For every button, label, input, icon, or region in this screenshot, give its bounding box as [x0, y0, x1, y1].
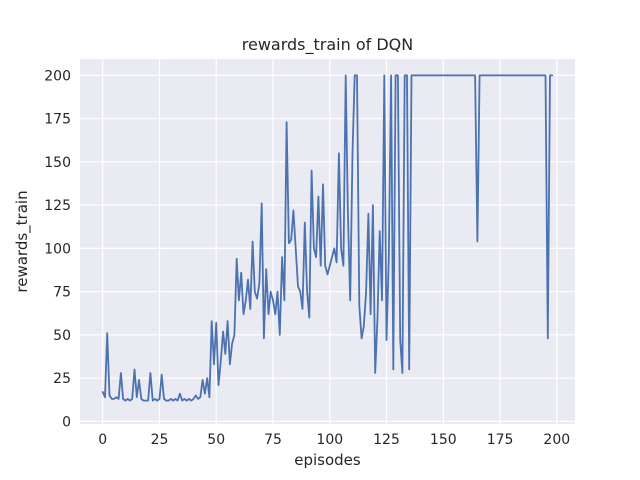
x-axis-label: episodes — [294, 451, 361, 469]
y-tick-label: 175 — [44, 112, 71, 128]
y-tick-label: 0 — [62, 414, 71, 430]
y-tick-label: 25 — [53, 371, 71, 387]
x-tick-label: 150 — [430, 432, 457, 448]
x-tick-label: 25 — [151, 432, 169, 448]
x-tick-label: 175 — [487, 432, 514, 448]
reward-line — [101, 74, 554, 402]
x-tick-label: 100 — [316, 432, 343, 448]
y-tick-label: 75 — [53, 285, 71, 301]
x-tick-label: 125 — [373, 432, 400, 448]
x-tick-label: 50 — [207, 432, 225, 448]
y-axis-label: rewards_train — [13, 190, 32, 292]
y-tick-label: 100 — [44, 241, 71, 257]
y-tick-label: 125 — [44, 198, 71, 214]
plot-area — [80, 59, 575, 424]
y-tick-label: 150 — [44, 155, 71, 171]
x-tick-label: 0 — [98, 432, 107, 448]
x-tick-label: 75 — [264, 432, 282, 448]
chart-title: rewards_train of DQN — [242, 35, 413, 55]
y-tick-label: 200 — [44, 68, 71, 84]
x-tick-label: 200 — [543, 432, 570, 448]
y-tick-label: 50 — [53, 328, 71, 344]
